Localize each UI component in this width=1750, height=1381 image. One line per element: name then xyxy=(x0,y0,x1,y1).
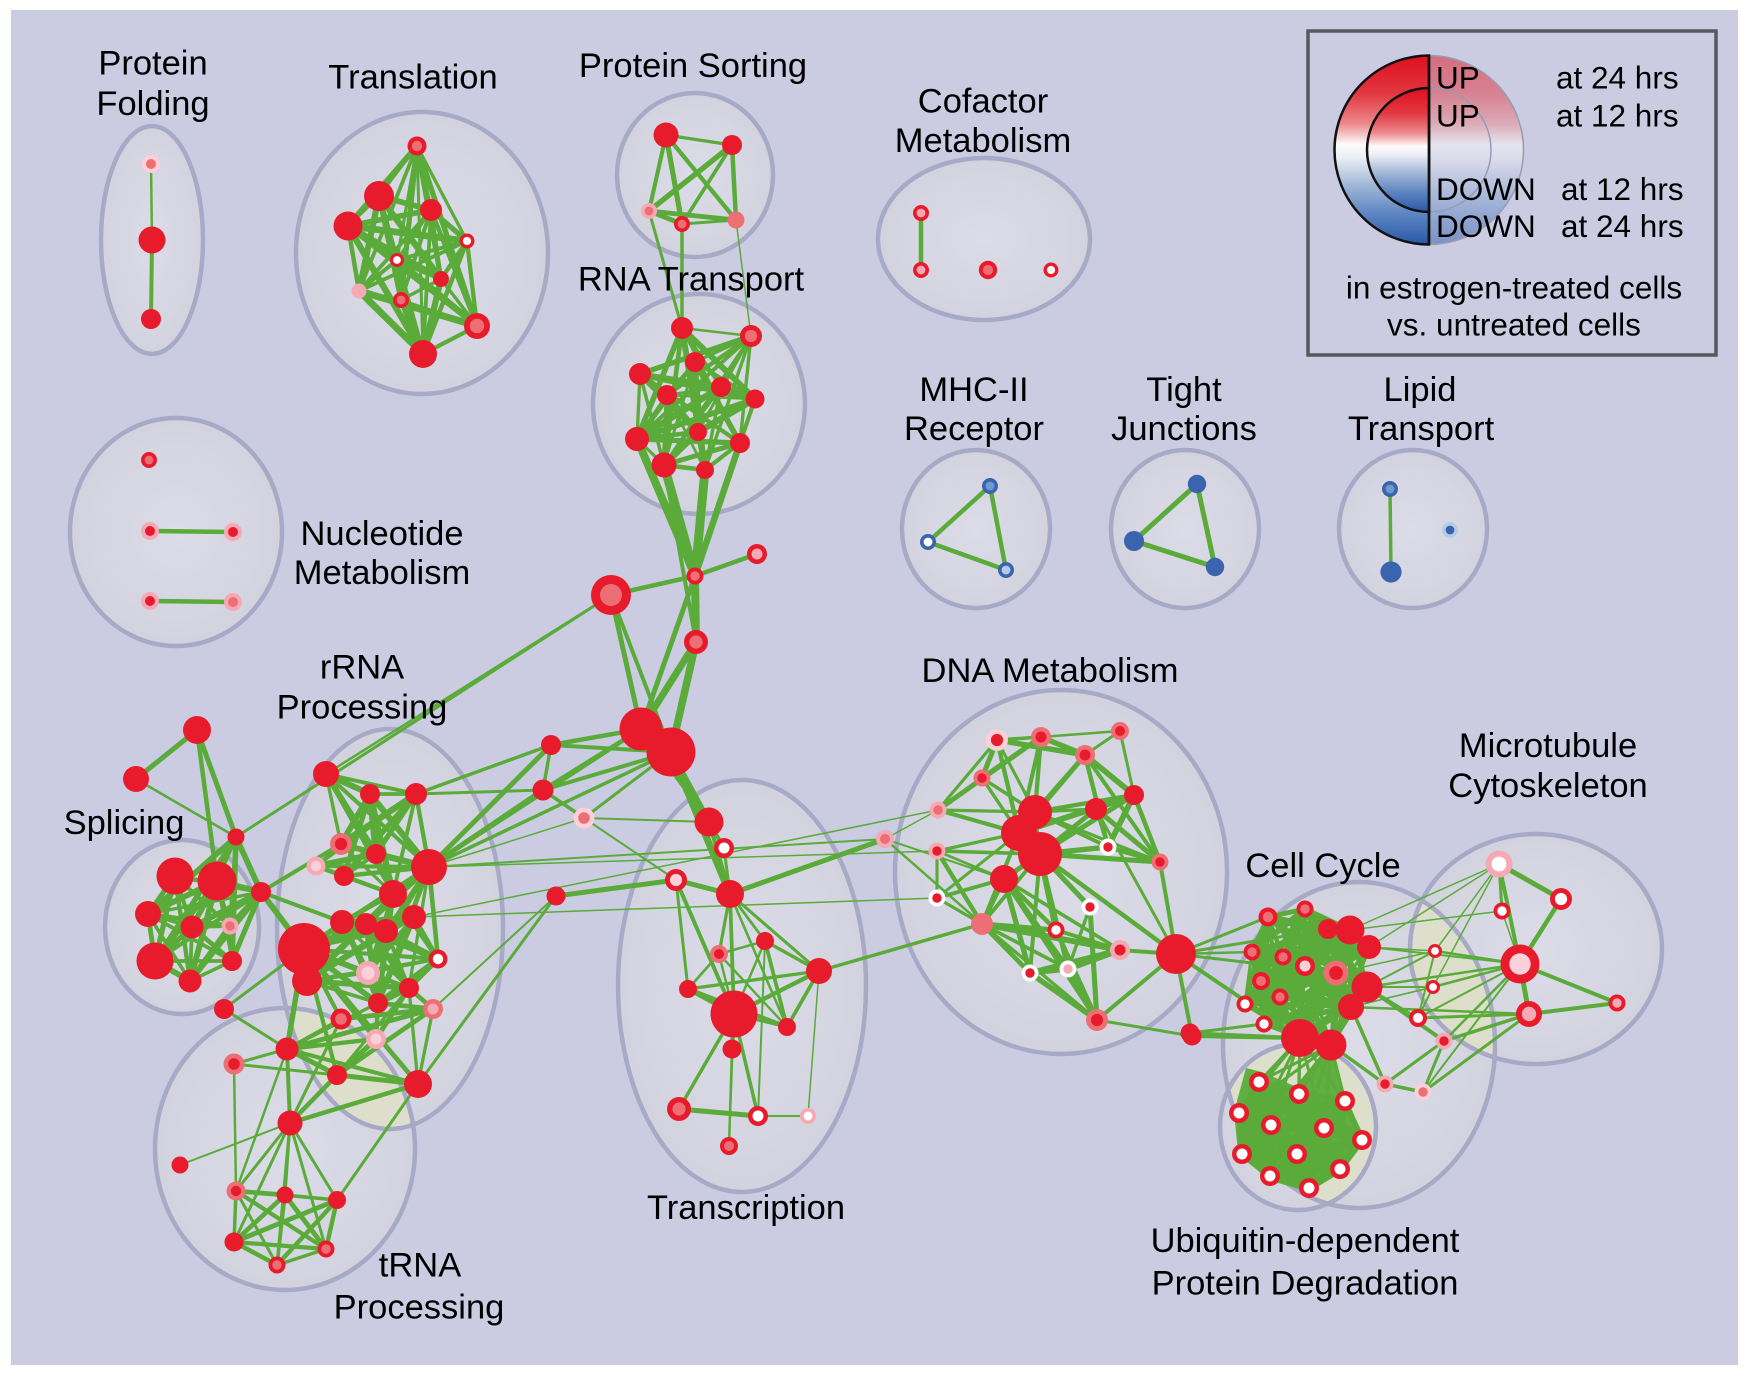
svg-text:Protein Sorting: Protein Sorting xyxy=(579,47,807,85)
svg-text:Processing: Processing xyxy=(334,1289,505,1327)
svg-text:MHC-II: MHC-II xyxy=(919,371,1028,409)
svg-text:Metabolism: Metabolism xyxy=(294,554,470,592)
svg-text:Protein Degradation: Protein Degradation xyxy=(1152,1265,1459,1303)
svg-text:UP: UP xyxy=(1436,98,1480,134)
svg-text:Nucleotide: Nucleotide xyxy=(300,515,463,553)
svg-text:RNA Transport: RNA Transport xyxy=(578,261,805,299)
svg-text:Processing: Processing xyxy=(277,689,448,727)
svg-text:vs. untreated cells: vs. untreated cells xyxy=(1387,307,1641,343)
svg-text:DOWN: DOWN xyxy=(1436,171,1536,207)
svg-text:at 12 hrs: at 12 hrs xyxy=(1561,171,1684,207)
svg-text:Folding: Folding xyxy=(96,85,209,123)
svg-text:at 12 hrs: at 12 hrs xyxy=(1556,98,1679,134)
svg-text:rRNA: rRNA xyxy=(320,649,404,687)
svg-text:Translation: Translation xyxy=(328,59,497,97)
svg-text:Receptor: Receptor xyxy=(904,410,1044,448)
svg-text:DOWN: DOWN xyxy=(1436,208,1536,244)
svg-text:Cofactor: Cofactor xyxy=(918,83,1048,121)
svg-text:Lipid: Lipid xyxy=(1384,371,1457,409)
svg-text:UP: UP xyxy=(1436,60,1480,96)
svg-text:Splicing: Splicing xyxy=(64,804,185,842)
svg-text:Protein: Protein xyxy=(98,45,207,83)
svg-text:at 24 hrs: at 24 hrs xyxy=(1561,208,1684,244)
svg-text:Junctions: Junctions xyxy=(1111,410,1257,448)
svg-text:Ubiquitin-dependent: Ubiquitin-dependent xyxy=(1151,1222,1460,1260)
svg-text:Transcription: Transcription xyxy=(647,1189,845,1227)
svg-text:tRNA: tRNA xyxy=(379,1247,461,1285)
svg-text:Cell Cycle: Cell Cycle xyxy=(1245,847,1400,885)
svg-text:Tight: Tight xyxy=(1146,371,1222,409)
svg-text:DNA Metabolism: DNA Metabolism xyxy=(922,652,1179,690)
svg-text:Cytoskeleton: Cytoskeleton xyxy=(1448,767,1647,805)
svg-text:Metabolism: Metabolism xyxy=(895,122,1071,160)
svg-text:Transport: Transport xyxy=(1348,410,1495,448)
svg-text:in estrogen-treated cells: in estrogen-treated cells xyxy=(1346,270,1682,306)
svg-text:at 24 hrs: at 24 hrs xyxy=(1556,60,1679,96)
svg-text:Microtubule: Microtubule xyxy=(1459,727,1637,765)
